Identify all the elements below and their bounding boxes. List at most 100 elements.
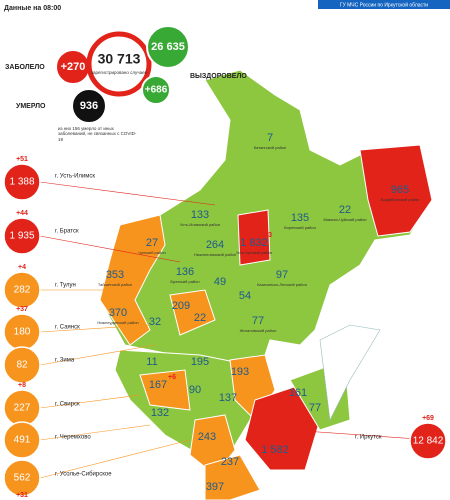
city-name: г. Усть-Илимск (55, 174, 95, 180)
city-total: 1 388 (9, 177, 34, 188)
region-orange (204, 454, 261, 500)
recovered: 26 635 (151, 41, 185, 53)
leader-line (39, 235, 181, 263)
city-total: 491 (14, 435, 31, 446)
city-name: г. Тулун (55, 283, 76, 289)
region-name: Казачинско-Ленский район (257, 282, 307, 287)
region-orange (139, 369, 191, 411)
region-delta: +6 (410, 179, 418, 186)
region-name: Тайшетский район (98, 282, 132, 287)
total-caption: зарегистрировано случаев (91, 70, 148, 75)
region-name: Нижнеилимский район (194, 252, 236, 257)
region-count: 97 (276, 269, 288, 281)
region-count: 161 (289, 387, 307, 399)
city-delta: +51 (16, 156, 28, 163)
city-total: 562 (14, 473, 31, 484)
region-red (237, 209, 271, 266)
region-name: Жигаловский район (240, 328, 277, 333)
deaths-note: из них 156 умерло от иных заболеваний, н… (58, 126, 137, 142)
deaths: 936 (80, 100, 98, 112)
leader-line (39, 394, 141, 409)
city-name: г. Саянск (55, 325, 80, 331)
region-count: 11 (146, 356, 157, 368)
city-circle (3, 163, 41, 201)
region-count: 243 (198, 431, 216, 443)
region-count: 195 (191, 356, 209, 368)
recovered-label: ВЫЗДОРОВЕЛО (190, 73, 247, 80)
region-count: 965 (391, 184, 409, 196)
region-name: Усть-Кутский район (236, 250, 272, 255)
region-red (359, 144, 433, 237)
leader-line (39, 324, 151, 333)
region-count: 90 (189, 384, 201, 396)
city-name: г. Зима (55, 358, 75, 364)
city-total: 1 935 (9, 231, 34, 242)
city-total: 282 (14, 285, 31, 296)
city-total: 227 (14, 403, 31, 414)
city-name: г. Усолье-Сибирское (55, 472, 112, 478)
region-count: 353 (106, 269, 124, 281)
region-count: 237 (221, 456, 239, 468)
city-circle (3, 459, 41, 497)
region-count: 370 (109, 307, 127, 319)
region-name: Бодайбинский район (381, 197, 420, 202)
region-count: 137 (219, 392, 237, 404)
region-count: 264 (206, 239, 224, 251)
deaths-circle (71, 88, 107, 124)
leader-line (39, 181, 216, 206)
region-orange (169, 289, 216, 336)
region-count: 77 (252, 315, 264, 327)
region-count: 7 (267, 132, 273, 144)
city-total: 82 (16, 360, 28, 371)
region-count: 27 (146, 237, 158, 249)
lake-baikal (319, 324, 381, 422)
labels: г. Усть-Илимск 1 388 +51 г. Братск 1 935 +44 г… (3, 132, 447, 499)
region-count: 209 (172, 300, 190, 312)
recovered-delta: +686 (145, 85, 168, 96)
region-count: 136 (176, 266, 194, 278)
city-circle (3, 217, 41, 255)
region-count: 49 (214, 276, 226, 288)
region-name: Нижнеудинский район (97, 320, 138, 325)
city-delta: +31 (16, 492, 28, 499)
city-delta: +69 (422, 415, 434, 422)
deaths-note-box: из них 156 умерло от иных заболеваний, н… (58, 126, 137, 142)
city-name: г. Черемхово (55, 435, 91, 441)
region-name: Мамско-Чуйский район (323, 217, 366, 222)
city-total: 12 842 (413, 436, 444, 447)
city-total: 180 (14, 327, 31, 338)
region-orange (99, 214, 166, 346)
total-circle (86, 31, 152, 97)
leader-line (39, 439, 191, 479)
map-shapes (99, 69, 433, 500)
region-delta: +5 (285, 439, 293, 446)
region-name: Братский район (170, 279, 199, 284)
region-count: 22 (194, 312, 206, 324)
city-delta: +8 (18, 382, 26, 389)
region-name: Чунский район (138, 250, 165, 255)
region-count: 133 (191, 209, 209, 221)
region-count: 54 (239, 290, 251, 302)
city-delta: +4 (18, 264, 26, 271)
city-delta: +37 (16, 306, 28, 313)
region-count: 1 832 (240, 237, 268, 249)
infected-delta: +270 (61, 61, 86, 73)
city-circle (3, 271, 41, 309)
source-banner (318, 0, 450, 9)
region-count: 167 (149, 379, 167, 391)
infected-label: ЗАБОЛЕЛО (5, 64, 45, 71)
leader-line (39, 424, 151, 441)
date: Данные на 08:00 (4, 5, 61, 12)
city-circle (409, 422, 447, 460)
region-name: Катангский район (254, 145, 287, 150)
city-delta: +44 (16, 210, 28, 217)
leader-line (39, 344, 156, 366)
source: ГУ МЧС России по Иркутской области (340, 1, 428, 8)
region-name: Усть-Илимский район (180, 222, 220, 227)
city-name: г. Иркутск (355, 435, 382, 441)
recovered-circle (146, 25, 190, 69)
region-count: 77 (309, 402, 321, 414)
city-circle (3, 346, 41, 384)
city-name: г. Свирск (55, 402, 80, 408)
region-count: 193 (231, 366, 249, 378)
